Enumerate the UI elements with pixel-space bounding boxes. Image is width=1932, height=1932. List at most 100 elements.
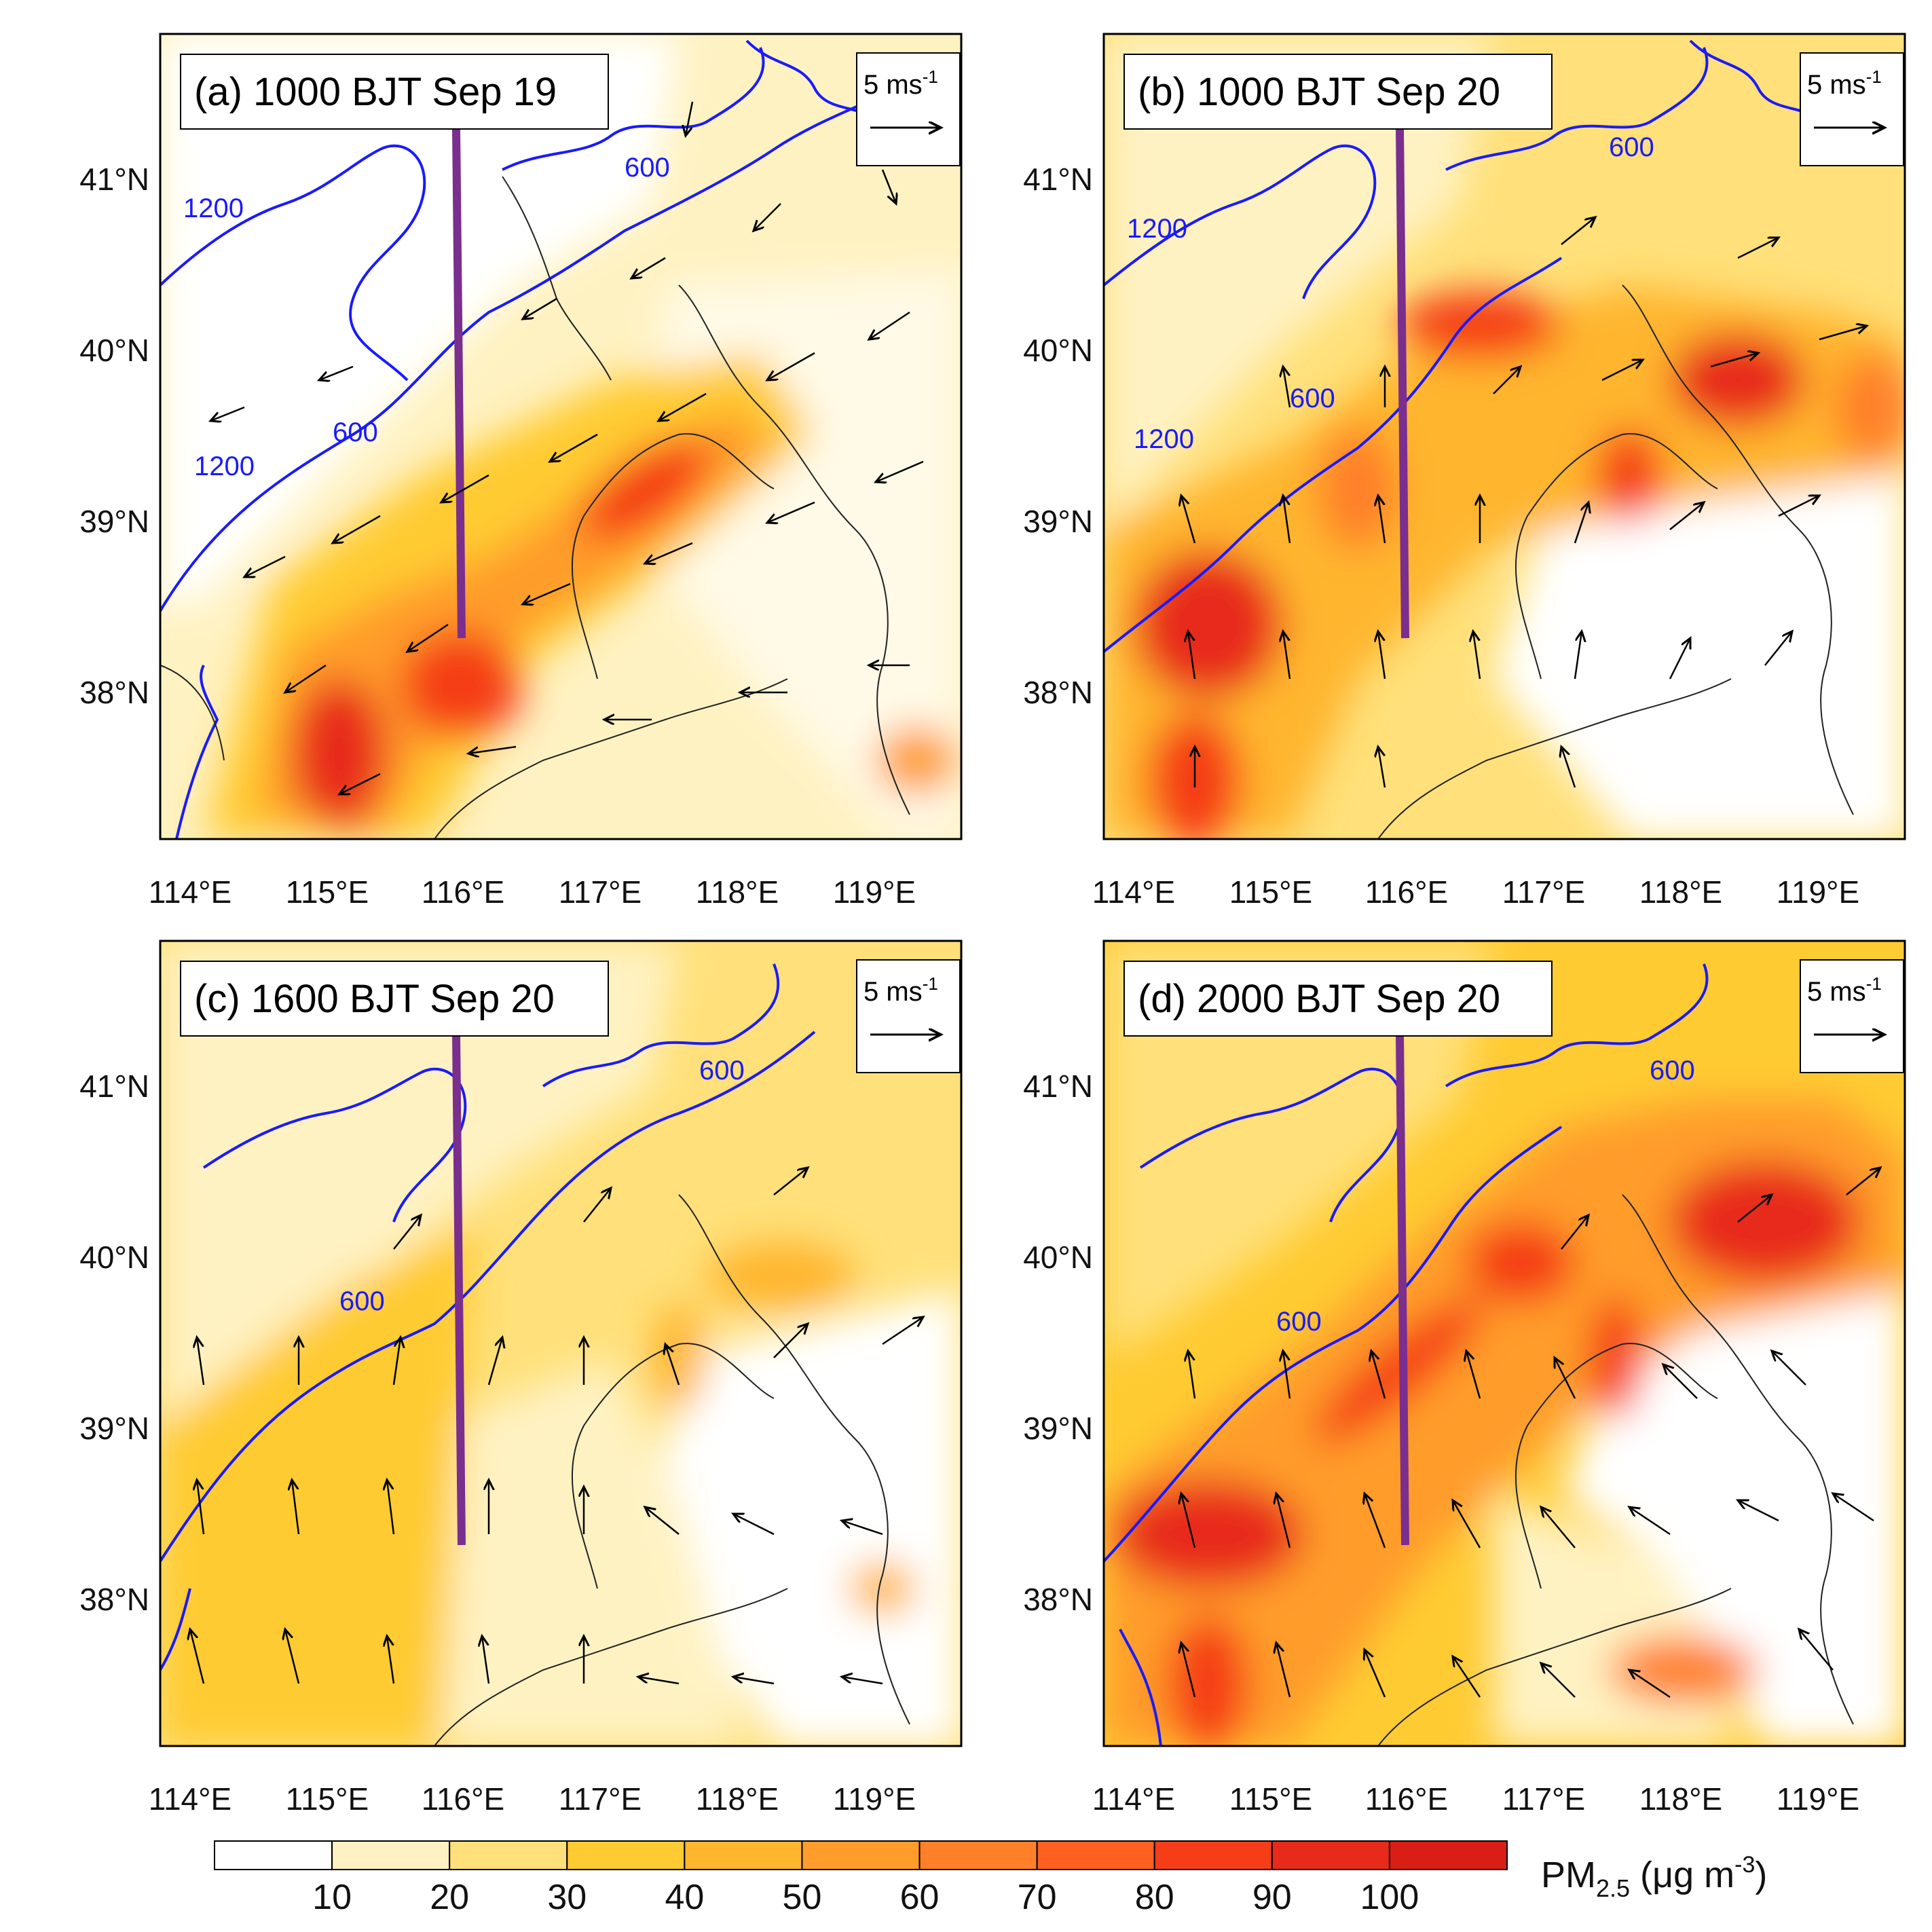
colorbar-swatch <box>1271 1840 1390 1870</box>
lon-tick-c-118: 118°E <box>696 1781 779 1817</box>
contour-labels-a: 1200 600 600 1200 <box>183 153 670 481</box>
pm25-field-a <box>160 34 961 839</box>
panel-title-d: (d) 2000 BJT Sep 20 <box>1138 977 1500 1021</box>
reference-vector-b: 5 ms-1 <box>1800 52 1904 166</box>
lon-tick-b-115: 115°E <box>1229 874 1312 910</box>
lon-tick-a-114: 114°E <box>149 874 231 910</box>
lat-tick-c-40: 40°N <box>79 1240 149 1275</box>
lat-tick-c-41: 41°N <box>79 1069 149 1104</box>
contour-label-b-4: 1200 <box>1134 424 1194 454</box>
lon-tick-d-117: 117°E <box>1502 1781 1585 1817</box>
contour-label-a-3: 600 <box>625 153 670 183</box>
colorbar-swatch <box>1036 1840 1155 1870</box>
lon-tick-c-117: 117°E <box>559 1781 642 1817</box>
boundaries-b <box>1377 284 1854 839</box>
colorbar-title-sub: 2.5 <box>1596 1874 1630 1902</box>
colorbar-level-label: 10 <box>312 1878 352 1917</box>
colorbar-swatch <box>918 1840 1038 1870</box>
panel-title-b: (b) 1000 BJT Sep 20 <box>1138 70 1500 114</box>
colorbar-swatch <box>1388 1840 1508 1870</box>
ref-vector-label-c: 5 ms <box>863 977 923 1007</box>
pm25-field-b <box>1104 34 1905 839</box>
lat-tick-a-40: 40°N <box>79 333 149 368</box>
panel-b: (b) 1000 BJT Sep 20 5 ms-1 1200 600 600 … <box>1023 33 1906 910</box>
lon-tick-b-114: 114°E <box>1092 874 1175 910</box>
terrain-contours-c <box>160 963 816 1671</box>
panel-title-box-b: (b) 1000 BJT Sep 20 <box>1123 54 1553 130</box>
colorbar-title-pm: PM <box>1541 1855 1596 1895</box>
lat-tick-d-39: 39°N <box>1023 1411 1093 1446</box>
wind-vectors-d <box>1181 1168 1880 1698</box>
contour-label-b-3: 600 <box>1609 132 1654 162</box>
panel-a: (a) 1000 BJT Sep 19 5 ms-1 1200 600 600 … <box>79 33 963 910</box>
colorbar-level-label: 50 <box>783 1878 822 1917</box>
lat-tick-a-41: 41°N <box>79 162 149 197</box>
contour-label-c-1: 600 <box>699 1056 745 1085</box>
colorbar-level-label: 20 <box>430 1878 469 1917</box>
contour-labels-b: 1200 600 600 1200 <box>1127 132 1654 454</box>
contour-label-d-2: 600 <box>1276 1307 1322 1337</box>
lon-tick-d-115: 115°E <box>1229 1781 1312 1817</box>
lon-tick-c-114: 114°E <box>149 1781 231 1817</box>
ref-vector-label-d: 5 ms <box>1807 977 1866 1007</box>
colorbar-title: PM2.5 (μg m-3) <box>1541 1852 1767 1902</box>
cross-section-line-b <box>1396 128 1409 639</box>
lat-tick-d-38: 38°N <box>1023 1582 1093 1617</box>
panel-title-box-d: (d) 2000 BJT Sep 20 <box>1123 961 1553 1037</box>
map-frame-d <box>1102 940 1906 1747</box>
cross-section-line-a <box>452 128 466 639</box>
colorbar-title-exp: -3 <box>1734 1852 1755 1878</box>
contour-label-d-1: 600 <box>1650 1056 1695 1085</box>
colorbar: 10 20 30 40 50 60 70 80 90 100 PM2.5 (μg m-3) <box>214 1840 1767 1917</box>
lat-tick-a-38: 38°N <box>79 675 149 710</box>
boundaries-c <box>434 1194 910 1746</box>
lon-tick-d-116: 116°E <box>1365 1781 1448 1817</box>
colorbar-level-label: 90 <box>1252 1878 1292 1917</box>
panel-title-a: (a) 1000 BJT Sep 19 <box>194 70 557 114</box>
lat-ticks-b: 41°N 40°N 39°N 38°N <box>1023 162 1093 710</box>
ref-vector-exp-c: -1 <box>923 973 938 994</box>
boundaries-d <box>1377 1194 1854 1746</box>
colorbar-swatch <box>684 1840 803 1870</box>
lat-tick-d-40: 40°N <box>1023 1240 1093 1275</box>
terrain-contours-d <box>1104 963 1709 1746</box>
map-frame-c <box>159 940 963 1747</box>
cross-section-line-c <box>452 1035 466 1546</box>
pm25-field-c <box>160 941 961 1746</box>
map-frame-b <box>1102 33 1906 840</box>
lon-tick-d-118: 118°E <box>1639 1781 1722 1817</box>
svg-text:5 ms-1: 5 ms-1 <box>863 973 938 1007</box>
colorbar-level-label: 80 <box>1135 1878 1174 1917</box>
wind-vectors-a <box>210 101 924 794</box>
panel-d: (d) 2000 BJT Sep 20 5 ms-1 600 600 41°N … <box>1023 940 1906 1817</box>
panel-c: (c) 1600 BJT Sep 20 5 ms-1 600 600 41°N … <box>79 940 963 1817</box>
colorbar-labels: 10 20 30 40 50 60 70 80 90 100 <box>312 1878 1419 1917</box>
contour-label-a-2: 600 <box>333 417 378 447</box>
ref-vector-label-a: 5 ms <box>863 70 923 100</box>
colorbar-title-close: ) <box>1755 1855 1767 1895</box>
contour-label-b-2: 600 <box>1290 384 1335 413</box>
contour-label-a-1: 1200 <box>183 193 244 223</box>
colorbar-swatches <box>214 1840 1508 1870</box>
lon-tick-b-119: 119°E <box>1777 874 1859 910</box>
colorbar-swatch <box>449 1840 568 1870</box>
svg-text:5 ms-1: 5 ms-1 <box>863 67 938 100</box>
ref-vector-label-b: 5 ms <box>1807 70 1866 100</box>
reference-vector-c: 5 ms-1 <box>856 959 961 1073</box>
lon-tick-b-118: 118°E <box>1639 874 1722 910</box>
colorbar-swatch <box>801 1840 921 1870</box>
pm25-field-d <box>1104 941 1905 1746</box>
lat-ticks-c: 41°N 40°N 39°N 38°N <box>79 1069 149 1617</box>
lat-ticks-d: 41°N 40°N 39°N 38°N <box>1023 1069 1093 1617</box>
boundaries-a <box>160 176 910 839</box>
colorbar-swatch <box>331 1840 451 1870</box>
panel-title-box-c: (c) 1600 BJT Sep 20 <box>180 961 609 1037</box>
lon-tick-a-115: 115°E <box>286 874 369 910</box>
contour-labels-d: 600 600 <box>1276 1056 1695 1337</box>
ref-vector-exp-a: -1 <box>923 67 938 87</box>
lon-tick-c-116: 116°E <box>422 1781 504 1817</box>
lon-tick-a-119: 119°E <box>833 874 916 910</box>
lon-ticks-a: 114°E 115°E 116°E 117°E 118°E 119°E <box>149 874 916 910</box>
lat-tick-b-39: 39°N <box>1023 504 1093 539</box>
contour-label-a-4: 1200 <box>194 451 255 481</box>
